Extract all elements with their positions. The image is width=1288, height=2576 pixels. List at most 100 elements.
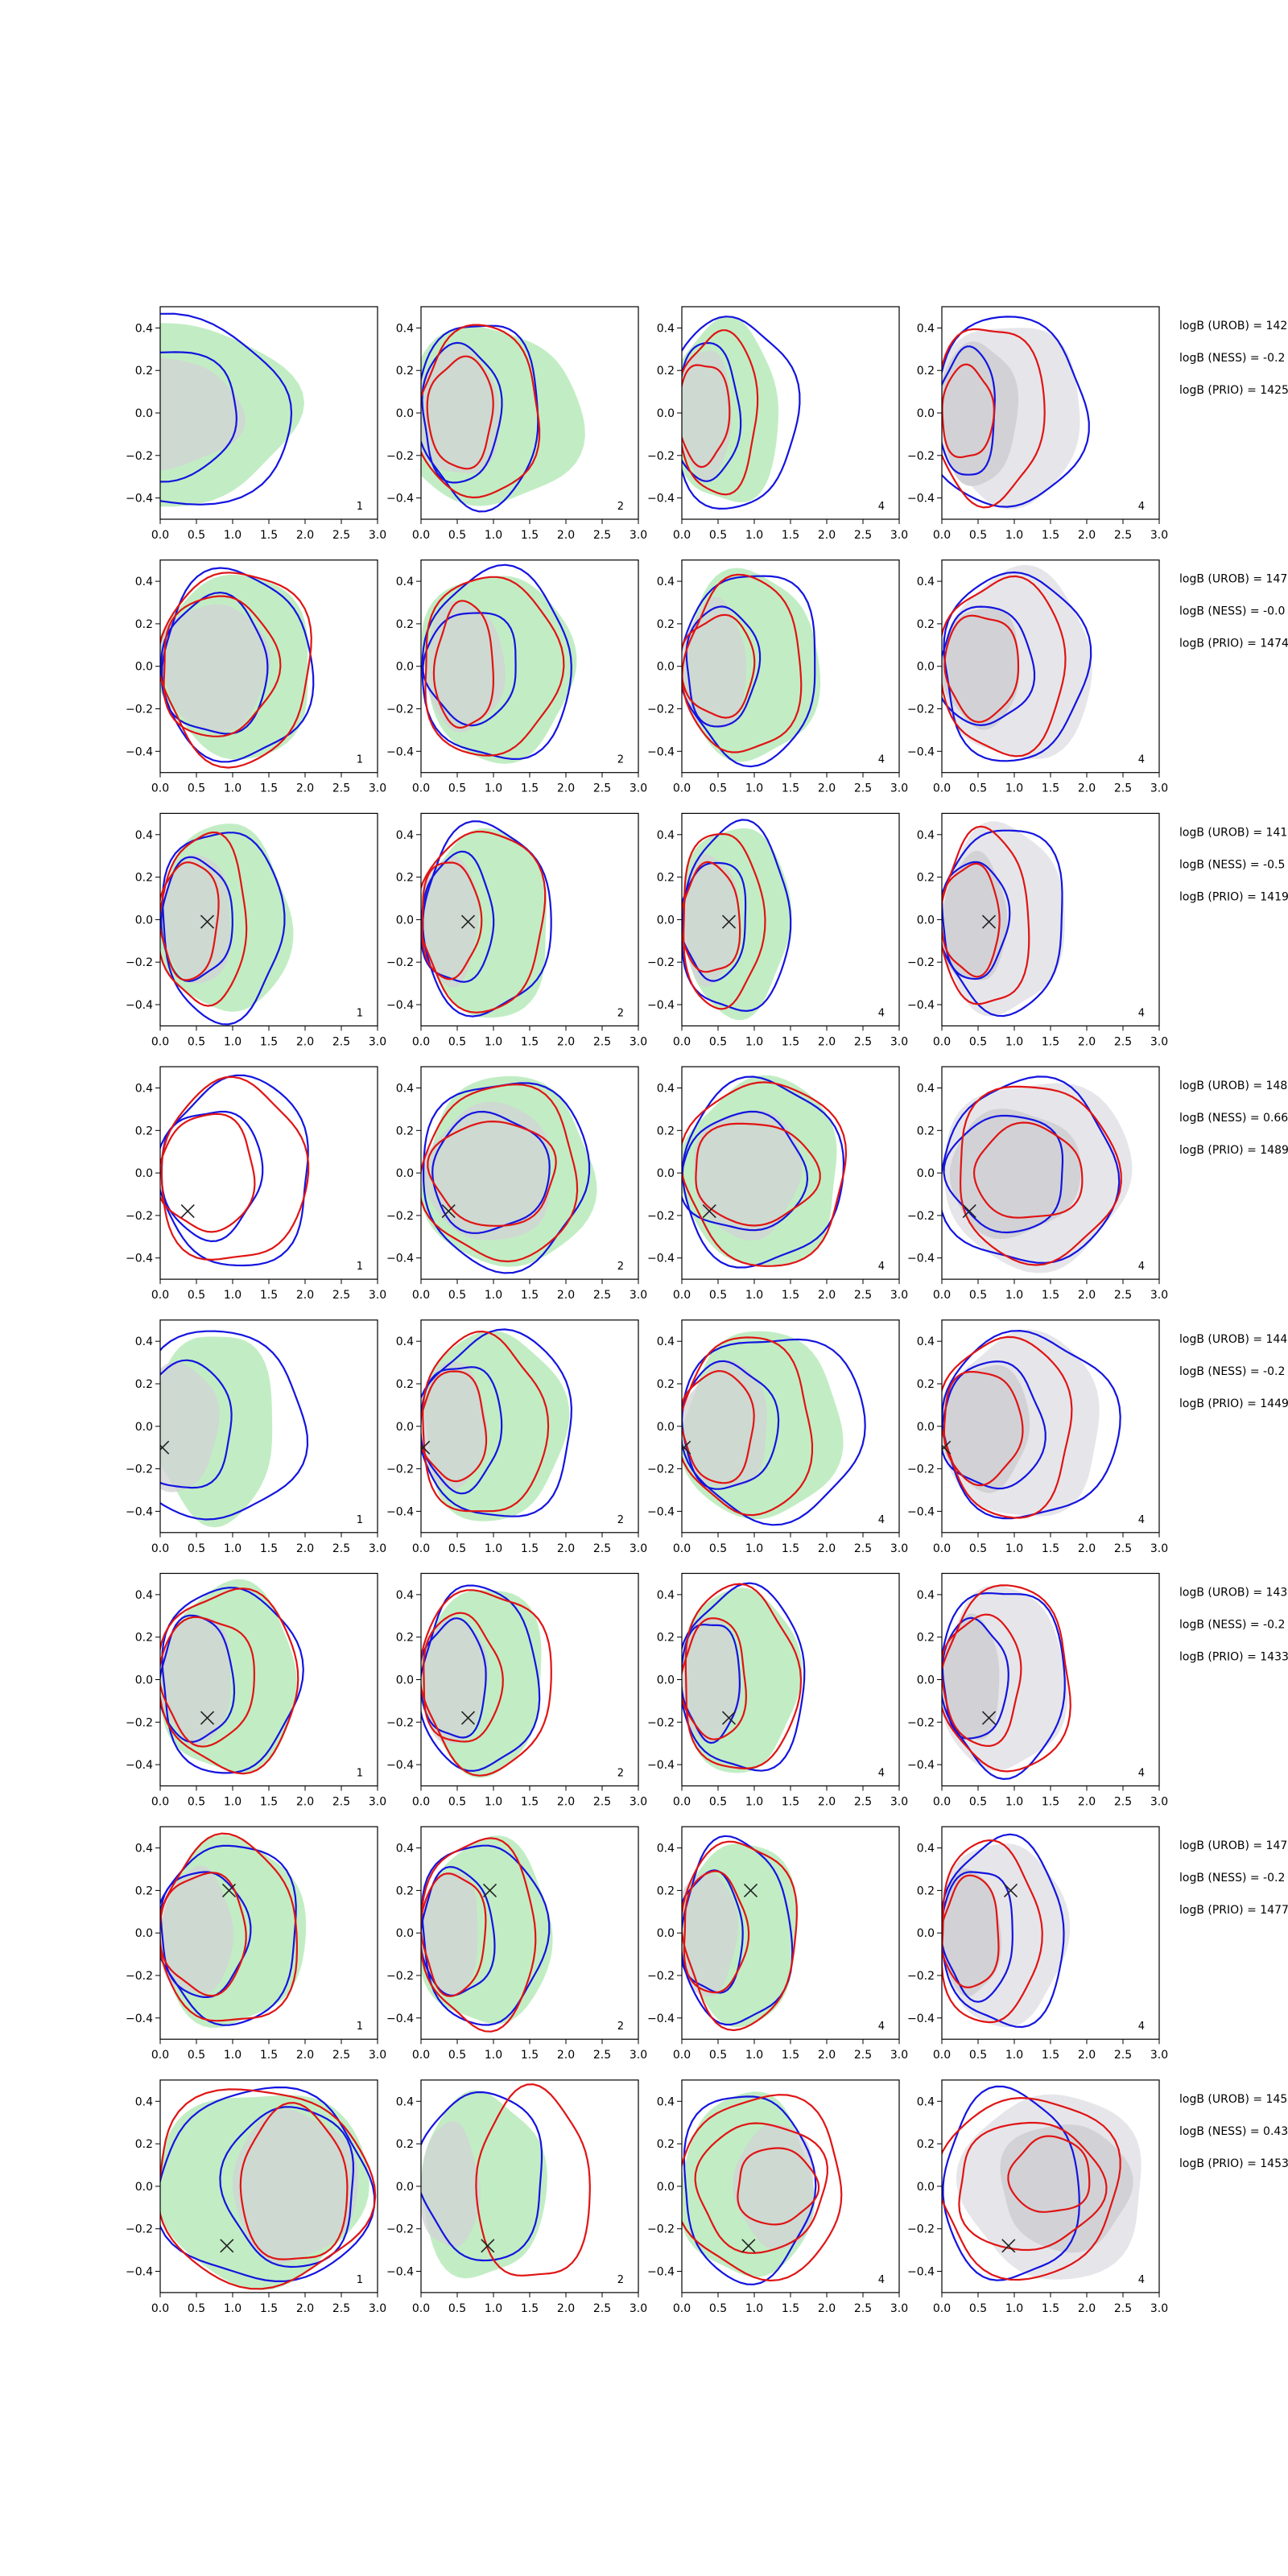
red-contour [421,1083,579,1263]
y-tick-label: −0.4 [647,999,675,1012]
x-tick-label: 1.0 [224,782,242,795]
y-tick-label: −0.2 [647,1716,675,1729]
contour-panel: 0.0 0.5 1.0 1.5 2.0 2.5 3.0 0.4 0.2 0.0 −0.2 −0.4 4 [647,812,908,1048]
red-contour [683,832,766,1010]
x-tick-label: 3.0 [369,1796,386,1809]
x-tick-label: 1.0 [224,1796,242,1809]
y-tick-label: 0.2 [135,872,153,885]
y-tick-label: −0.2 [907,704,935,716]
red-contour [683,1870,750,1994]
plot-area [942,316,1090,510]
y-tick-label: −0.4 [126,2013,153,2025]
x-tick-label: 0.5 [448,1796,466,1809]
x-tick-label: 1.0 [1005,1035,1023,1048]
y-tick-label: −0.4 [126,1759,153,1772]
blue-contour [421,324,539,513]
panel-index-label: 1 [357,2274,363,2286]
true-value-marker [481,2239,495,2253]
x-tick-label: 1.5 [521,1796,539,1809]
panel-index-label: 1 [357,1007,363,1019]
x-tick-label: 0.0 [673,1289,691,1302]
x-tick-label: 2.5 [332,529,350,542]
true-value-marker [460,1711,476,1725]
y-tick-label: 0.2 [396,872,414,885]
y-tick-label: −0.2 [386,2223,414,2236]
panel-row: 0.0 0.5 1.0 1.5 2.0 2.5 3.00.40.20.0−0.2−0.410… [126,306,1168,542]
x-tick-label: 2.0 [557,1289,575,1302]
x-tick-label: 1.5 [1042,1035,1059,1048]
contour-panel: 0.0 0.5 1.0 1.5 2.0 2.5 3.0 0.4 0.2 0.0 −0.2 −0.4 2 [386,559,647,795]
y-tick-label: −0.2 [647,1463,675,1476]
x-tick-label: 1.5 [260,1035,278,1048]
blue-contour [682,1338,866,1526]
y-tick-label: −0.2 [126,1716,153,1729]
x-tick-label: 3.0 [369,529,386,542]
red-contour [160,1075,310,1261]
log-bayes-factor-label: logB (NESS) = 0.43 [1179,2125,1288,2138]
y-tick-label: 0.0 [396,1927,414,1940]
y-tick-label: 0.2 [917,1885,935,1897]
red-contour [695,1122,821,1227]
red-contour [958,2121,1108,2252]
density-fill-inner [1000,2124,1133,2253]
y-tick-label: 0.2 [917,872,935,885]
panel-index-label: 4 [1138,2274,1145,2286]
y-tick-label: 0.0 [396,661,414,674]
red-contour [160,1872,247,1997]
density-fill-inner [682,1616,742,1743]
plot-area [942,1075,1133,1274]
x-tick-label: 0.5 [969,2049,987,2062]
y-tick-label: −0.2 [647,956,675,969]
log-bayes-factor-label: logB (UROB) = 142 [1179,320,1287,332]
y-tick-label: 0.2 [917,1378,935,1391]
x-tick-label: 2.0 [818,1796,836,1809]
y-tick-label: −0.4 [647,1759,675,1772]
y-tick-label: 0.0 [657,407,675,420]
x-tick-label: 0.5 [448,2302,466,2315]
y-tick-label: −0.4 [386,999,414,1012]
density-fill-inner [421,1616,489,1744]
x-tick-label: 0.0 [151,782,169,795]
x-tick-label: 1.5 [521,2302,539,2315]
contour-panel: 0.0 0.5 1.0 1.5 2.0 2.5 3.0 0.4 0.2 0.0 −0.2 −0.4 2 [386,1319,647,1555]
contour-panel: 0.0 0.5 1.0 1.5 2.0 2.5 3.0 0.4 0.2 0.0 −0.2 −0.4 4 [907,1572,1168,1809]
red-contour [737,2147,820,2226]
red-contour [682,329,759,496]
x-tick-label: 3.0 [890,529,908,542]
x-tick-label: 2.5 [1114,2302,1132,2315]
x-tick-label: 2.0 [818,782,836,795]
panel-index-label: 4 [878,1768,885,1780]
red-contour [959,1085,1122,1266]
x-tick-label: 1.5 [1042,2302,1059,2315]
log-bayes-factor-label: logB (NESS) = -0.2 [1179,1365,1285,1378]
panel-row: 0.0 0.5 1.0 1.5 2.0 2.5 3.00.40.20.0−0.2−0.410… [126,812,1168,1048]
red-contour [239,2102,349,2260]
x-tick-label: 2.5 [854,1796,872,1809]
y-tick-label: 0.0 [657,1927,675,1940]
red-contour [160,831,248,1007]
log-bayes-factor-label: logB (UROB) = 147 [1179,1839,1287,1852]
blue-contour [942,316,1090,508]
x-tick-label: 1.0 [485,1796,502,1809]
red-contour [942,575,1067,758]
x-tick-label: 0.0 [151,1289,169,1302]
contour-panel: 0.0 0.5 1.0 1.5 2.0 2.5 3.0 0.4 0.2 0.0 −0.2 −0.4 2 [386,1826,647,2062]
x-tick-label: 3.0 [1150,529,1168,542]
x-tick-label: 2.0 [557,1035,575,1048]
red-contour [694,2122,828,2254]
panel-index-label: 2 [617,2274,624,2286]
true-value-marker [221,1883,237,1897]
y-tick-label: 0.0 [917,1674,935,1687]
y-tick-label: −0.2 [647,1210,675,1223]
x-tick-label: 2.5 [1114,529,1132,542]
plot-area [682,1075,848,1269]
y-tick-label: 0.0 [135,661,153,674]
x-tick-label: 0.5 [709,1542,727,1555]
red-contour [682,364,731,469]
x-tick-label: 3.0 [890,1796,908,1809]
blue-contour [421,1328,573,1517]
y-tick-label: 0.2 [657,1125,675,1137]
contour-panel: 0.0 0.5 1.0 1.5 2.0 2.5 3.0 0.4 0.2 0.0 −0.2 −0.4 4 [647,1319,908,1555]
y-tick-label: −0.2 [907,956,935,969]
